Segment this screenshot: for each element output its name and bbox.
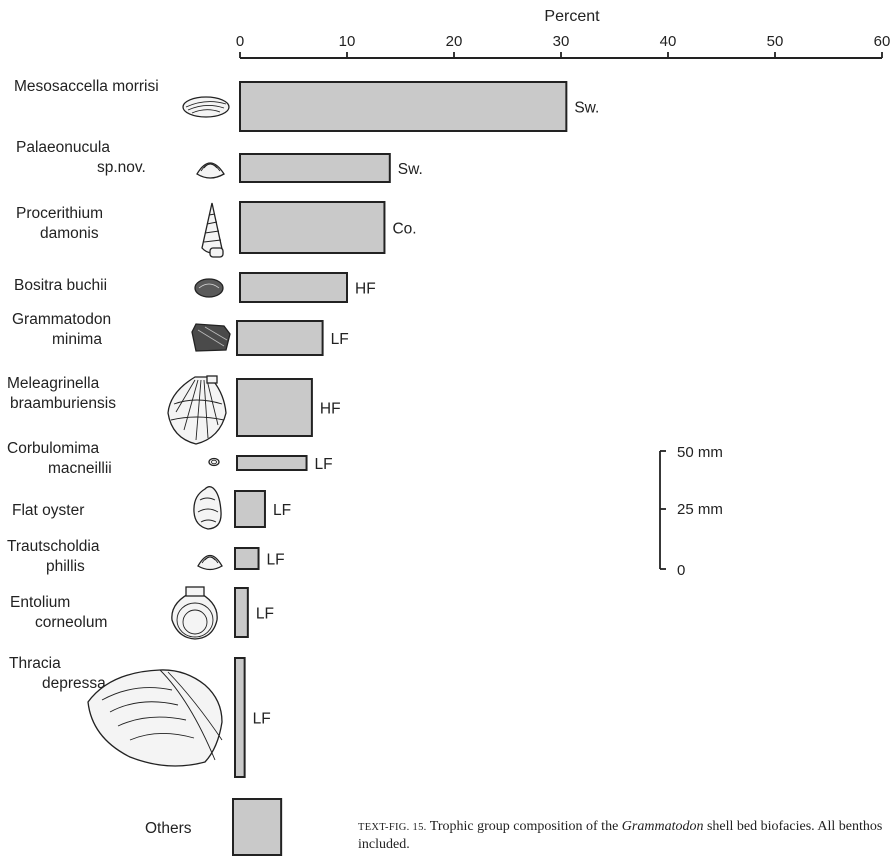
species-label: Meleagrinella <box>7 375 100 392</box>
x-tick-label: 60 <box>874 33 890 50</box>
x-tick-label: 40 <box>660 33 677 50</box>
caption-italic: Grammatodon <box>621 819 704 834</box>
species-label: Procerithium <box>16 205 103 222</box>
species-label: sp.nov. <box>97 159 146 176</box>
trophic-group-label: Co. <box>392 221 416 238</box>
pteriid-shell-icon <box>167 375 227 445</box>
bar <box>236 378 313 437</box>
x-tick-label: 50 <box>767 33 784 50</box>
caption-text: Trophic group composition of the <box>426 819 622 834</box>
caption-prefix: TEXT-FIG. 15. <box>358 822 427 833</box>
caption-text-end: shell bed biofacies. All benthos include… <box>358 819 883 852</box>
bar <box>239 153 391 183</box>
trophic-group-label: HF <box>320 401 341 418</box>
species-label: braamburiensis <box>10 395 116 412</box>
species-label: Others <box>145 820 192 837</box>
x-tick-label: 10 <box>339 33 356 50</box>
species-label: Grammatodon <box>12 311 111 328</box>
species-label: Trautscholdia <box>7 538 100 555</box>
species-label: Flat oyster <box>12 502 84 519</box>
figure-caption: TEXT-FIG. 15. Trophic group composition … <box>358 818 888 853</box>
x-axis-title: Percent <box>544 8 600 25</box>
bar <box>234 587 249 638</box>
species-label: Thracia <box>9 655 61 672</box>
species-label: Mesosaccella morrisi <box>14 78 159 95</box>
species-label: minima <box>52 331 102 348</box>
bar <box>234 490 266 528</box>
species-label: phillis <box>46 558 85 575</box>
trophic-group-label: LF <box>256 606 274 623</box>
shell-illustrations <box>87 96 231 767</box>
scallop-icon <box>171 586 218 640</box>
trophic-group-label: LF <box>267 552 285 569</box>
large-clam-icon <box>87 669 223 767</box>
nuculid-shell-icon <box>182 96 230 118</box>
scale-label-50: 50 mm <box>677 444 723 461</box>
scale-label-25: 25 mm <box>677 501 723 518</box>
bar <box>239 272 348 303</box>
species-label: Entolium <box>10 594 70 611</box>
bar <box>234 657 246 778</box>
x-tick-label: 20 <box>446 33 463 50</box>
x-tick-label: 30 <box>553 33 570 50</box>
small-clam-icon <box>197 554 223 571</box>
ark-shell-icon <box>191 323 231 352</box>
x-axis: Percent 0 10 20 30 40 50 60 <box>236 8 890 59</box>
trophic-group-label: LF <box>273 502 291 519</box>
bar <box>239 81 568 132</box>
species-label: macneillii <box>48 460 112 477</box>
trophic-group-label: LF <box>315 456 333 473</box>
oyster-icon <box>193 486 222 530</box>
species-label: Bositra buchii <box>14 277 107 294</box>
bar <box>232 798 283 856</box>
dark-bivalve-icon <box>194 278 224 298</box>
species-label: Corbulomima <box>7 440 100 457</box>
species-label: corneolum <box>35 614 107 631</box>
trophic-group-label: LF <box>253 711 271 728</box>
bar <box>239 201 386 254</box>
species-label: depressa <box>42 675 106 692</box>
scale-label-0: 0 <box>677 562 685 579</box>
trophic-group-label: LF <box>331 331 349 348</box>
bars-group: Sw. Mesosaccella morrisi Sw. Palaeonucula sp… <box>7 78 599 856</box>
bar <box>236 320 324 356</box>
bar <box>236 455 308 471</box>
trophic-group-label: Sw. <box>574 100 599 117</box>
trophic-group-label: HF <box>355 281 376 298</box>
scale-bar: 50 mm 25 mm 0 <box>659 444 723 579</box>
small-clam-icon <box>196 162 225 179</box>
gastropod-icon <box>201 202 224 258</box>
x-tick-label: 0 <box>236 33 244 50</box>
trophic-group-label: Sw. <box>398 161 423 178</box>
species-label: damonis <box>40 225 99 242</box>
tiny-clam-icon <box>208 457 220 467</box>
bar <box>234 547 260 570</box>
species-label: Palaeonucula <box>16 139 110 156</box>
